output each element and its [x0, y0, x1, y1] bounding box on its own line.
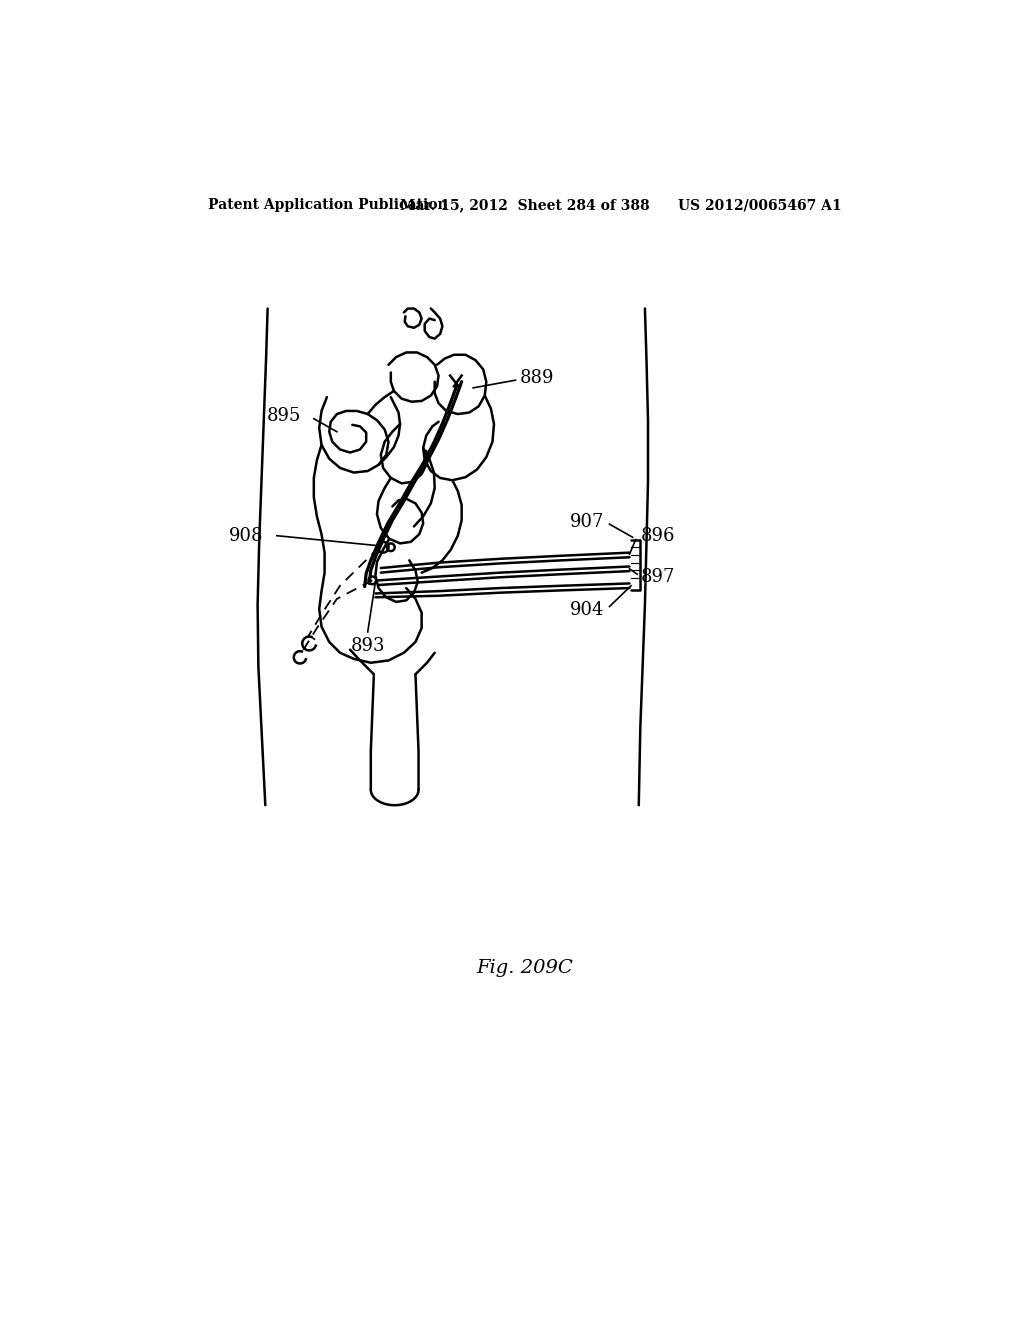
Text: US 2012/0065467 A1: US 2012/0065467 A1 — [679, 198, 842, 213]
Text: 897: 897 — [641, 569, 676, 586]
Text: Patent Application Publication: Patent Application Publication — [208, 198, 447, 213]
Text: Fig. 209C: Fig. 209C — [476, 960, 573, 977]
Text: 907: 907 — [569, 513, 604, 531]
Text: 904: 904 — [569, 601, 604, 619]
Text: Mar. 15, 2012  Sheet 284 of 388: Mar. 15, 2012 Sheet 284 of 388 — [400, 198, 649, 213]
Text: 893: 893 — [350, 638, 385, 655]
Text: 908: 908 — [228, 527, 263, 545]
Text: 889: 889 — [519, 368, 554, 387]
Text: 896: 896 — [640, 528, 675, 545]
Text: 895: 895 — [267, 408, 301, 425]
